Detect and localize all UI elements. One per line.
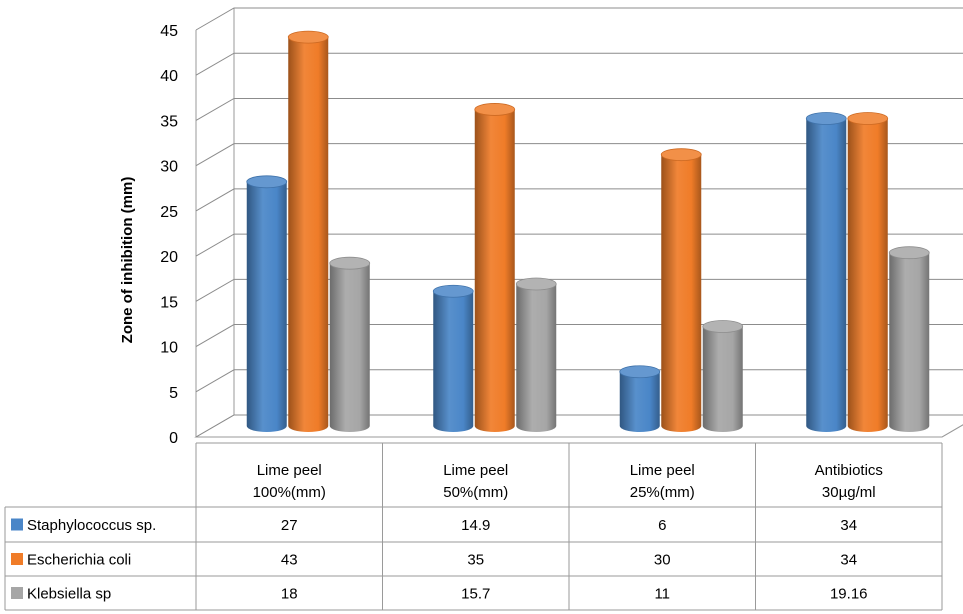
y-axis-label: Zone of inhibition (mm) xyxy=(119,177,136,344)
gridline xyxy=(195,52,963,76)
legend-key xyxy=(11,553,23,565)
table-cell-value: 19.16 xyxy=(830,586,868,603)
table-cell-value: 15.7 xyxy=(461,586,490,603)
bar-body xyxy=(702,326,743,432)
bar-top xyxy=(515,277,557,291)
bar-top xyxy=(287,30,329,44)
bar-body xyxy=(516,284,557,432)
bar-body xyxy=(889,252,930,432)
table-cell-value: 18 xyxy=(281,586,298,603)
floor-right-edge xyxy=(941,424,963,438)
category-label: Lime peel xyxy=(443,462,508,479)
bar-body xyxy=(806,118,847,432)
bar-top xyxy=(888,246,930,260)
bar-top xyxy=(619,365,661,379)
y-tick-label: 35 xyxy=(160,113,178,130)
bar-top xyxy=(847,112,889,125)
category-label: Antibiotics xyxy=(815,462,883,479)
bar-top xyxy=(329,256,371,270)
legend-key xyxy=(11,587,23,599)
table-cell-value: 43 xyxy=(281,552,298,569)
bar-1-1 xyxy=(474,103,516,432)
table-cell-value: 30 xyxy=(654,552,671,569)
bar-body xyxy=(288,37,329,432)
table-cell-value: 35 xyxy=(467,552,484,569)
bar-2-1 xyxy=(660,148,702,432)
category-label: Lime peel xyxy=(630,462,695,479)
category-label: 100%(mm) xyxy=(253,484,326,501)
table-cell-value: 34 xyxy=(840,552,857,569)
y-axis: 0 5 10 15 20 25 30 35 40 45 xyxy=(160,23,178,447)
bar-body xyxy=(433,291,474,432)
gridline xyxy=(195,278,963,302)
gridlines xyxy=(195,7,963,438)
bar-0-2 xyxy=(329,256,371,432)
bar-body xyxy=(847,118,888,432)
table-cell-value: 6 xyxy=(658,517,666,534)
bar-0-1 xyxy=(287,30,329,432)
y-tick-label: 5 xyxy=(169,385,178,402)
legend-key xyxy=(11,518,23,531)
bar-top xyxy=(474,103,516,116)
y-tick-label: 0 xyxy=(169,430,178,447)
gridline xyxy=(195,97,963,121)
bar-body xyxy=(619,371,660,432)
bar-2-2 xyxy=(702,320,744,432)
category-label: 30µg/ml xyxy=(822,484,876,501)
gridline xyxy=(195,143,963,167)
gridline xyxy=(195,188,963,212)
bar-body xyxy=(474,109,515,432)
series-name: Staphylococcus sp. xyxy=(27,517,156,534)
category-label: 50%(mm) xyxy=(443,484,508,501)
y-tick-label: 25 xyxy=(160,204,178,221)
series-name: Klebsiella sp xyxy=(27,586,111,603)
table-cell-value: 27 xyxy=(281,517,298,534)
bar-0-0 xyxy=(246,175,288,432)
y-tick-label: 40 xyxy=(160,68,178,85)
table-cell-value: 14.9 xyxy=(461,517,490,534)
bar-3-0 xyxy=(805,112,847,432)
table-cell-value: 34 xyxy=(840,517,857,534)
bar-top xyxy=(246,175,288,189)
bar-body xyxy=(661,154,702,432)
data-table: Lime peel 100%(mm) Lime peel 50%(mm) Lime pe… xyxy=(4,442,943,611)
bar-2-0 xyxy=(619,365,661,432)
bar-top xyxy=(702,320,744,333)
y-tick-label: 45 xyxy=(160,23,178,40)
bar-body xyxy=(329,263,370,432)
table-cell-value: 11 xyxy=(654,586,670,603)
bar-top xyxy=(805,112,847,125)
bar-1-0 xyxy=(432,284,474,432)
y-tick-label: 30 xyxy=(160,159,178,176)
bars xyxy=(246,30,930,432)
y-tick-label: 10 xyxy=(160,340,178,357)
series-name: Escherichia coli xyxy=(27,552,131,569)
bar-3-2 xyxy=(888,246,930,432)
gridline xyxy=(195,7,963,31)
category-label: Lime peel xyxy=(257,462,322,479)
bar-3-1 xyxy=(847,112,889,432)
bar-top xyxy=(432,284,474,298)
gridline xyxy=(195,233,963,257)
category-label: 25%(mm) xyxy=(630,484,695,501)
y-tick-label: 15 xyxy=(160,294,178,311)
y-tick-label: 20 xyxy=(160,249,178,266)
bar-top xyxy=(660,148,702,162)
bar-1-2 xyxy=(515,277,557,432)
bar-body xyxy=(246,181,287,432)
